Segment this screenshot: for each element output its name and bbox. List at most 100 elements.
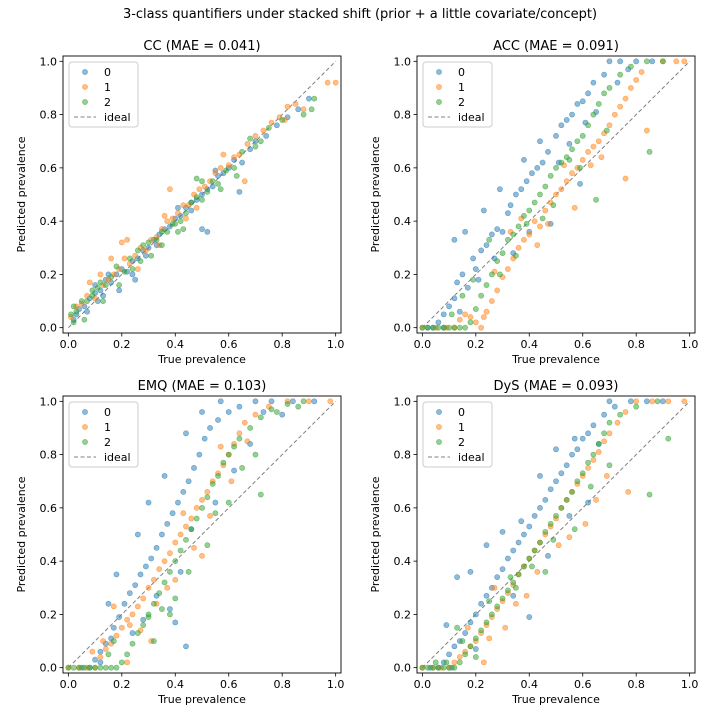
data-point — [467, 314, 474, 320]
data-point — [199, 178, 205, 185]
data-point — [537, 504, 543, 511]
x-tick-label: 0.0 — [60, 338, 78, 351]
data-point — [601, 438, 608, 445]
data-point — [585, 459, 591, 466]
data-point — [183, 523, 189, 530]
data-point — [494, 287, 501, 294]
data-point — [456, 308, 463, 315]
data-point — [193, 175, 200, 182]
data-point — [172, 220, 179, 227]
data-point — [140, 242, 147, 249]
data-point — [177, 547, 184, 554]
y-tick-label: 0.4 — [394, 555, 412, 568]
data-point — [547, 486, 554, 493]
legend-box — [68, 401, 139, 468]
legend-label: 1 — [458, 81, 465, 94]
data-point — [89, 292, 96, 299]
data-point — [499, 228, 506, 235]
legend: 0 1 2 ideal — [68, 61, 139, 128]
data-point — [191, 465, 197, 471]
data-point — [622, 95, 629, 102]
data-point — [199, 196, 205, 203]
data-point — [126, 260, 133, 267]
data-point — [681, 58, 688, 65]
data-point — [284, 401, 291, 407]
data-point — [142, 563, 149, 570]
data-point — [550, 536, 557, 543]
x-tick-label: 1.0 — [681, 338, 699, 351]
data-point — [625, 488, 632, 495]
legend-label: 0 — [104, 66, 111, 79]
data-point — [183, 210, 189, 217]
data-point — [134, 266, 141, 272]
data-point — [132, 276, 139, 283]
data-point — [515, 244, 522, 251]
legend-label: ideal — [104, 111, 131, 124]
data-point — [84, 292, 90, 299]
data-point — [81, 664, 88, 671]
data-point — [440, 664, 447, 671]
data-point — [260, 127, 267, 134]
data-point — [569, 451, 575, 458]
y-tick-label: 0.2 — [394, 268, 412, 281]
data-point — [175, 499, 181, 506]
data-point — [231, 154, 237, 161]
data-point — [467, 643, 474, 650]
legend-label: 0 — [104, 406, 111, 419]
data-point — [199, 496, 205, 503]
data-point — [265, 125, 272, 131]
data-point — [201, 183, 208, 190]
data-point — [116, 614, 123, 620]
legend-marker-2 — [82, 99, 88, 105]
data-point — [464, 624, 471, 631]
axes-frame — [416, 395, 696, 674]
data-point — [494, 226, 501, 233]
x-tick-label: 0.4 — [521, 338, 539, 351]
legend-marker-0 — [436, 409, 442, 415]
data-point — [158, 228, 165, 235]
data-point — [633, 398, 640, 405]
data-point — [595, 138, 602, 145]
data-point — [462, 228, 469, 235]
data-point — [603, 127, 610, 134]
data-point — [521, 212, 527, 219]
data-point — [472, 654, 479, 660]
data-point — [643, 127, 650, 134]
data-point — [228, 478, 235, 485]
data-point — [488, 611, 495, 618]
x-tick-label: 0.6 — [574, 678, 592, 691]
data-point — [180, 510, 187, 517]
data-point — [593, 496, 599, 503]
y-axis-label: Predicted prevalence — [369, 136, 382, 252]
legend: 0 1 2 ideal — [422, 401, 493, 468]
data-point — [204, 494, 211, 501]
x-axis-label: True prevalence — [157, 353, 246, 366]
data-point — [89, 648, 96, 655]
data-point — [585, 465, 591, 471]
y-tick-label: 0.8 — [394, 109, 412, 122]
data-point — [585, 148, 591, 155]
data-point — [499, 250, 506, 256]
data-point — [521, 563, 527, 570]
data-point — [518, 518, 525, 525]
data-point — [215, 417, 221, 423]
data-point — [507, 574, 514, 581]
data-point — [199, 226, 205, 233]
data-point — [164, 218, 171, 225]
data-point — [148, 252, 155, 259]
data-point — [614, 79, 621, 86]
data-point — [470, 255, 477, 262]
data-point — [480, 207, 487, 214]
data-point — [571, 526, 578, 533]
x-tick-label: 0.8 — [273, 678, 291, 691]
data-point — [488, 298, 495, 304]
data-point — [510, 547, 517, 554]
data-point — [164, 584, 171, 591]
data-point — [252, 451, 259, 458]
data-point — [158, 242, 165, 249]
data-point — [76, 664, 82, 671]
data-point — [209, 183, 216, 190]
data-point — [172, 619, 179, 626]
data-point — [108, 255, 115, 262]
axes-frame — [62, 55, 342, 334]
